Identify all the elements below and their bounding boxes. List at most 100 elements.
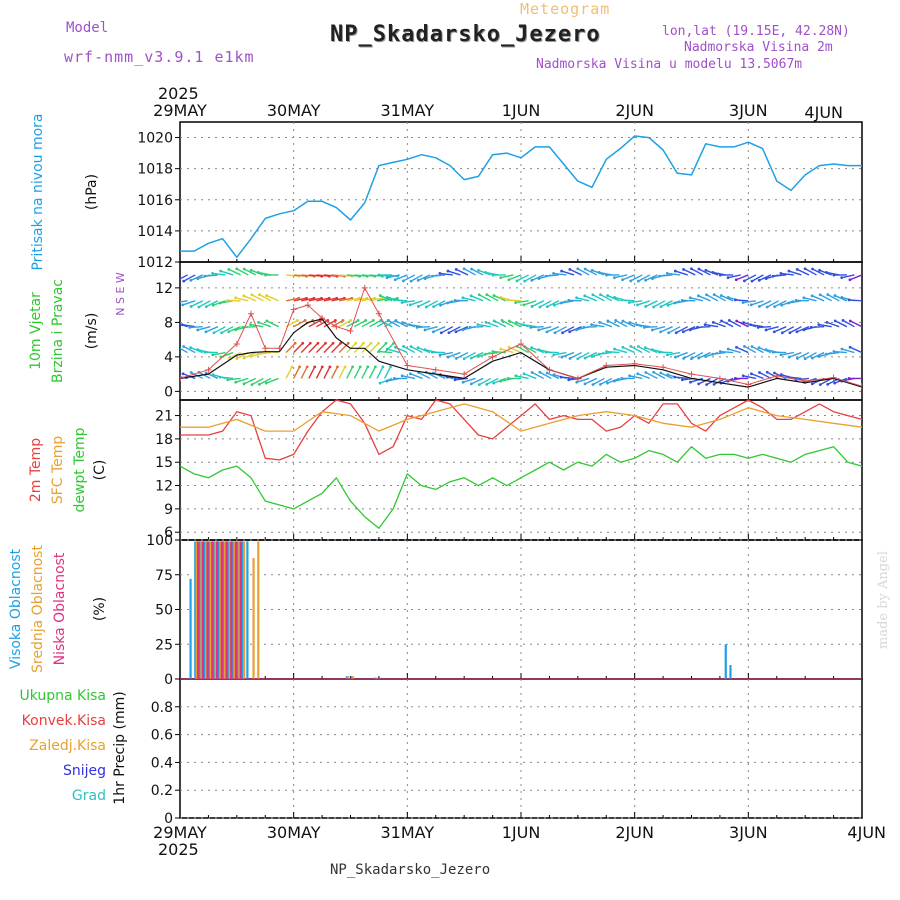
wind-arrow-head bbox=[658, 350, 661, 354]
wind-arrow-head bbox=[818, 268, 821, 272]
wind-arrow-head bbox=[667, 331, 671, 335]
wind-arrow bbox=[683, 351, 696, 360]
cloud-bar bbox=[233, 541, 236, 679]
wind-arrow-head bbox=[328, 365, 332, 369]
wind-arrow-head bbox=[189, 371, 193, 374]
ytick-label: 1016 bbox=[137, 193, 173, 209]
wind-arrow bbox=[782, 326, 795, 334]
wind-arrow-head bbox=[196, 348, 200, 352]
wind-arrow-head bbox=[409, 345, 413, 348]
wind-arrow bbox=[553, 272, 567, 276]
wind-arrow bbox=[285, 297, 299, 302]
wind-arrow-head bbox=[401, 321, 405, 324]
wind-arrow bbox=[562, 326, 575, 334]
wind-arrow-head bbox=[659, 371, 663, 375]
cloud-bar bbox=[201, 541, 204, 679]
wind-arrow-head bbox=[423, 348, 427, 352]
wind-arrow bbox=[698, 268, 711, 276]
wind-arrow bbox=[471, 377, 484, 385]
wind-arrow bbox=[463, 351, 476, 360]
wind-arrow bbox=[826, 321, 840, 328]
wind-arrow bbox=[180, 300, 188, 303]
precip-legend-2: Zaledj.Kisa bbox=[29, 738, 106, 754]
wind-compass-label: N S E W bbox=[114, 272, 127, 316]
wind-arrow bbox=[645, 274, 658, 281]
wind-arrow-head bbox=[644, 371, 648, 374]
wind-arrow bbox=[410, 345, 423, 354]
wind-arrow-head bbox=[697, 294, 700, 298]
wind-arrow bbox=[197, 326, 211, 331]
xtick-label-top: 1JUN bbox=[502, 101, 541, 120]
wind-arrow bbox=[539, 300, 552, 308]
wind-arrow-head bbox=[673, 301, 677, 305]
ytick-label: 1020 bbox=[137, 131, 173, 147]
wind-arrow bbox=[439, 351, 453, 356]
wind-arrow-head bbox=[529, 326, 533, 329]
panel-frame-clouds bbox=[179, 539, 863, 680]
wind-arrow bbox=[346, 319, 359, 328]
wind-arrow bbox=[554, 326, 567, 334]
wind-arrow-head bbox=[188, 326, 192, 329]
wind-arrow-head bbox=[757, 305, 761, 308]
ytick-label: 0 bbox=[164, 672, 173, 688]
cloud-bar bbox=[375, 677, 378, 679]
wind-arrow bbox=[524, 345, 537, 354]
temp-line-0 bbox=[180, 399, 863, 461]
ytick-label: 1014 bbox=[137, 224, 173, 240]
wind-arrow-head bbox=[430, 350, 434, 354]
wind-arrow bbox=[796, 268, 810, 276]
ytick-label: 15 bbox=[155, 455, 173, 471]
wind-arrow-head bbox=[802, 328, 806, 332]
wind-arrow-head bbox=[483, 352, 487, 356]
wind-arrow-head bbox=[590, 268, 594, 272]
wind-arrow-head bbox=[401, 279, 405, 283]
wind-arrow-head bbox=[636, 345, 640, 348]
wind-arrow bbox=[803, 297, 817, 302]
wind-arrow-head bbox=[779, 353, 783, 357]
wind-arrow-head bbox=[559, 375, 563, 379]
wind-arrow-head bbox=[392, 377, 396, 380]
precip-legend-0: Ukupna Kisa bbox=[19, 688, 106, 704]
station-title: NP_Skadarsko_Jezero bbox=[330, 22, 601, 47]
wind-arrow-head bbox=[469, 356, 473, 360]
wind-arrow bbox=[622, 346, 635, 354]
altitude-text: Nadmorska Visina 2m bbox=[684, 40, 833, 55]
wind-arrow-head bbox=[430, 274, 434, 278]
wind-arrow bbox=[622, 320, 635, 328]
wind-arrow bbox=[182, 324, 196, 328]
wind-arrow bbox=[384, 342, 395, 354]
wind-arrow bbox=[780, 351, 794, 356]
wind-arrow bbox=[553, 351, 567, 356]
wind-arrow-head bbox=[470, 267, 473, 271]
wind-arrow-head bbox=[666, 373, 670, 377]
wind-arrow bbox=[470, 325, 484, 328]
wind-arrow-head bbox=[364, 319, 368, 322]
wind-arrow bbox=[323, 366, 331, 379]
wind-arrow-head bbox=[735, 345, 738, 349]
wind-arrow-head bbox=[167, 346, 170, 349]
wind-arrow-head bbox=[175, 345, 178, 348]
wind-arrow-head bbox=[469, 382, 473, 386]
wind-arrow bbox=[441, 326, 454, 334]
wind-arrow-head bbox=[568, 357, 572, 360]
wind-arrow bbox=[323, 297, 337, 302]
wind-arrow-head bbox=[416, 278, 420, 282]
ytick-label: 25 bbox=[155, 637, 173, 653]
wind-arrow bbox=[592, 294, 605, 302]
ytick-label: 1012 bbox=[137, 255, 173, 271]
wind-arrow bbox=[599, 321, 613, 328]
wind-ylabel-1: 10m Vjetar bbox=[28, 292, 44, 370]
wind-arrow-head bbox=[635, 323, 639, 327]
wind-arrows bbox=[167, 267, 862, 390]
wind-arrow-head bbox=[765, 370, 769, 374]
wind-arrow-head bbox=[491, 350, 495, 353]
wind-arrow bbox=[361, 366, 369, 379]
wind-arrow bbox=[637, 345, 651, 354]
wind-arrow-head bbox=[438, 272, 442, 275]
wind-arrow bbox=[478, 377, 492, 386]
cloud-bar bbox=[222, 541, 225, 679]
cloud-bar bbox=[215, 541, 219, 679]
wind-arrow bbox=[301, 297, 315, 302]
wind-arrow bbox=[546, 372, 560, 380]
wind-arrow-head bbox=[379, 319, 382, 323]
